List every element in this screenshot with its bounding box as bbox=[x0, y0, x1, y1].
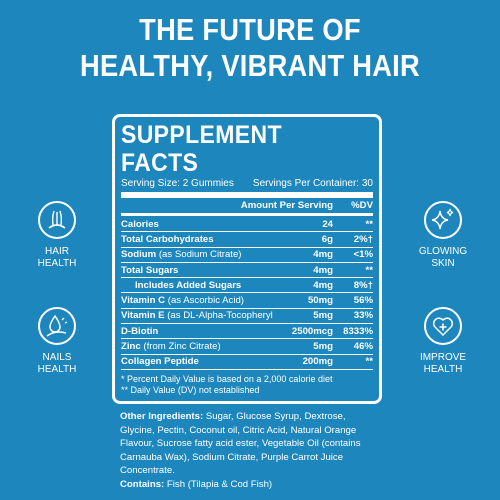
nutrient-name: Vitamin E (as DL-Alpha-Tocopheryl Acetat… bbox=[121, 310, 273, 321]
nutrient-label: Sodium bbox=[121, 249, 157, 261]
nutrient-name: Total Carbohydrates bbox=[121, 234, 273, 245]
nutrient-dv: 8333% bbox=[343, 325, 373, 337]
col-dv: %DV bbox=[351, 200, 373, 211]
hair-follicle-icon bbox=[38, 201, 76, 239]
badge-glowing-skin: GLOWING SKIN bbox=[398, 200, 488, 270]
nutrient-name: Calories bbox=[121, 219, 273, 230]
footnote-dv-not-established: ** Daily Value (DV) not established bbox=[121, 384, 260, 395]
facts-row: D-Biotin 2500mcg 8333% bbox=[121, 324, 373, 340]
facts-row: Total Sugars 4mg ** bbox=[121, 263, 373, 279]
nutrient-dv: ** bbox=[365, 218, 373, 230]
col-amount-per-serving: Amount Per Serving bbox=[240, 200, 333, 211]
ingredients-paragraph: Other Ingredients: Sugar, Glucose Syrup,… bbox=[120, 410, 382, 478]
badge-nails-line2: HEALTH bbox=[37, 364, 77, 375]
badge-improve-health: IMPROVE HEALTH bbox=[398, 306, 488, 376]
nutrient-source: (as Sodium Citrate) bbox=[156, 249, 242, 261]
nutrient-amount: 4mg bbox=[313, 249, 333, 261]
nutrient-name: Vitamin C (as Ascorbic Acid) bbox=[121, 295, 273, 306]
nutrient-amount: 4mg bbox=[313, 279, 333, 291]
heart-plus-icon bbox=[424, 307, 462, 345]
nutrient-label: Vitamin E bbox=[121, 310, 165, 322]
facts-row: Collagen Peptide 200mg ** bbox=[121, 355, 373, 370]
nutrient-amount: 5mg bbox=[313, 310, 333, 322]
footnote-dv-basis: * Percent Daily Value is based on a 2,00… bbox=[121, 373, 333, 384]
badge-nails-line1: NAILS bbox=[42, 352, 72, 363]
nutrient-label: Vitamin C bbox=[121, 295, 166, 307]
serving-info: Serving Size: 2 Gummies Servings Per Con… bbox=[121, 178, 373, 190]
divider-medium bbox=[121, 213, 373, 216]
facts-row: Total Carbohydrates 6g 2%† bbox=[121, 232, 373, 248]
nutrient-dv: ** bbox=[365, 356, 373, 368]
nutrient-dv: 8%† bbox=[353, 279, 373, 291]
facts-row: Includes Added Sugars 4mg 8%† bbox=[121, 278, 373, 294]
nutrient-label: Calories bbox=[121, 218, 159, 230]
badge-hair-line1: HAIR bbox=[45, 246, 69, 257]
nutrient-amount: 200mg bbox=[302, 356, 333, 368]
facts-row: Calories 24 ** bbox=[121, 217, 373, 233]
badge-hair-health: HAIR HEALTH bbox=[12, 200, 102, 270]
nutrient-name: Collagen Peptide bbox=[121, 356, 273, 367]
nutrient-name: Sodium (as Sodium Citrate) bbox=[121, 249, 273, 260]
badge-improve-line2: HEALTH bbox=[423, 364, 463, 375]
facts-column-header: Amount Per Serving %DV bbox=[121, 200, 373, 212]
sparkle-icon bbox=[424, 201, 462, 239]
badge-nails-health: NAILS HEALTH bbox=[12, 306, 102, 376]
servings-per-container: Servings Per Container: 30 bbox=[252, 178, 373, 189]
supplement-facts-panel: SUPPLEMENT FACTS Serving Size: 2 Gummies… bbox=[112, 114, 382, 404]
nutrient-amount: 4mg bbox=[313, 264, 333, 276]
nutrient-amount: 2500mcg bbox=[291, 325, 333, 337]
nutrient-amount: 24 bbox=[322, 218, 333, 230]
badge-skin-line2: SKIN bbox=[431, 258, 455, 269]
nutrient-dv: 33% bbox=[353, 310, 373, 322]
nail-drop-icon bbox=[38, 307, 76, 345]
badge-improve-line1: IMPROVE bbox=[419, 352, 467, 363]
ingredients-text: Sugar, Glucose Syrup, Dextrose, Glycine,… bbox=[120, 411, 361, 476]
ingredients-label: Other Ingredients: bbox=[120, 411, 204, 422]
nutrient-amount: 50mg bbox=[307, 295, 333, 307]
headline-line-1: THE FUTURE OF bbox=[139, 12, 361, 47]
nutrient-amount: 5mg bbox=[313, 341, 333, 353]
facts-rows: Calories 24 ** Total Carbohydrates 6g 2%† Sodi… bbox=[121, 217, 373, 370]
contains-label: Contains: bbox=[120, 478, 165, 490]
nutrient-dv: 2%† bbox=[353, 233, 373, 245]
divider-thick bbox=[121, 192, 373, 198]
nutrient-name: Total Sugars bbox=[121, 265, 273, 276]
nutrient-label: Total Carbohydrates bbox=[121, 233, 214, 245]
contains-text: Fish (Tilapia & Cod Fish) bbox=[164, 478, 273, 490]
other-ingredients: Other Ingredients: Sugar, Glucose Syrup,… bbox=[120, 410, 382, 491]
facts-row: Vitamin E (as DL-Alpha-Tocopheryl Acetat… bbox=[121, 309, 373, 325]
nutrient-label: Collagen Peptide bbox=[121, 356, 199, 368]
nutrient-label: Total Sugars bbox=[121, 264, 179, 276]
nutrient-amount: 6g bbox=[321, 233, 333, 245]
facts-row: Vitamin C (as Ascorbic Acid) 50mg 56% bbox=[121, 293, 373, 309]
nutrient-name: Includes Added Sugars bbox=[121, 280, 273, 291]
nutrient-dv: <1% bbox=[353, 249, 373, 261]
nutrient-label: Zinc bbox=[121, 341, 141, 353]
badge-skin-line1: GLOWING bbox=[418, 246, 468, 257]
nutrient-name: Zinc (from Zinc Citrate) bbox=[121, 341, 273, 352]
nutrient-dv: 56% bbox=[353, 295, 373, 307]
nutrient-source: (from Zinc Citrate) bbox=[140, 341, 221, 353]
badge-hair-line2: HEALTH bbox=[37, 258, 77, 269]
nutrient-source: (as DL-Alpha-Tocopheryl Acetate) bbox=[167, 310, 273, 322]
nutrient-name: D-Biotin bbox=[121, 326, 273, 337]
nutrient-label: D-Biotin bbox=[121, 325, 159, 337]
contains-paragraph: Contains: Fish (Tilapia & Cod Fish) bbox=[120, 478, 382, 492]
nutrient-label: Includes Added Sugars bbox=[135, 279, 242, 291]
serving-size: Serving Size: 2 Gummies bbox=[121, 178, 234, 189]
facts-row: Sodium (as Sodium Citrate) 4mg <1% bbox=[121, 248, 373, 263]
nutrient-dv: ** bbox=[365, 264, 373, 276]
nutrient-dv: 46% bbox=[353, 341, 373, 353]
headline-line-2: HEALTHY, VIBRANT HAIR bbox=[80, 48, 420, 83]
nutrient-source: (as Ascorbic Acid) bbox=[165, 295, 244, 307]
facts-footnotes: * Percent Daily Value is based on a 2,00… bbox=[121, 374, 373, 396]
headline: THE FUTURE OF HEALTHY, VIBRANT HAIR bbox=[30, 12, 470, 84]
facts-row: Zinc (from Zinc Citrate) 5mg 46% bbox=[121, 339, 373, 355]
facts-title: SUPPLEMENT FACTS bbox=[121, 121, 282, 177]
